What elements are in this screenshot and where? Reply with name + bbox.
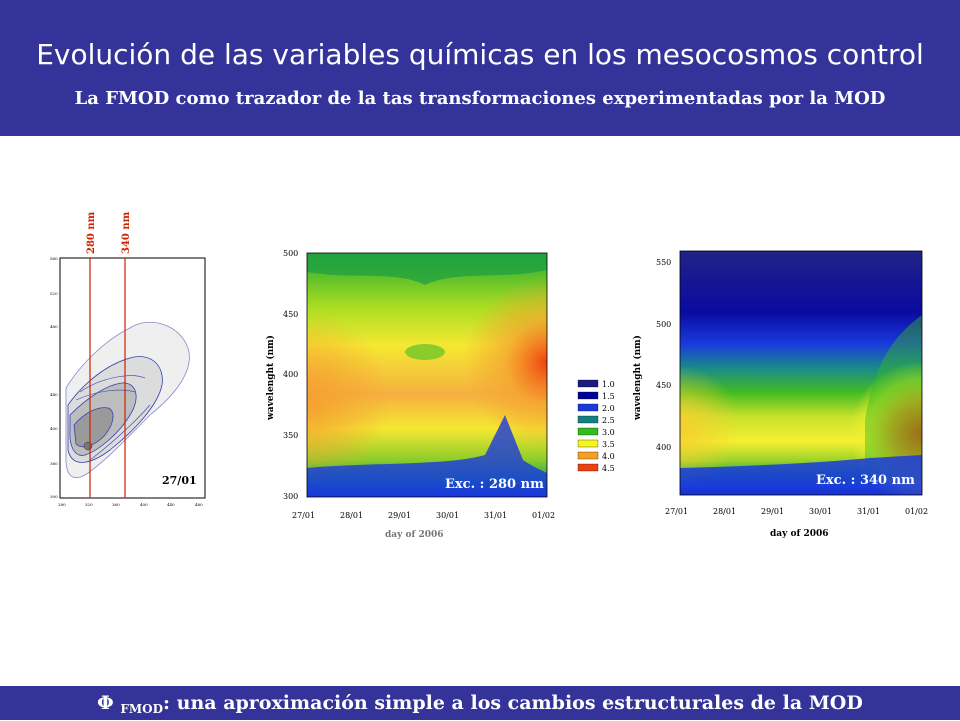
eem-x-tick: 400 <box>140 502 148 507</box>
colorbar-swatch <box>577 463 599 472</box>
page-title: Evolución de las variables químicas en l… <box>36 38 924 71</box>
h340-x-tick: 27/01 <box>665 507 688 516</box>
h280-x-tick: 29/01 <box>388 511 411 520</box>
h340-ylabel: wavelenght (nm) <box>632 335 643 421</box>
eem-y-tick: 400 <box>50 426 58 431</box>
colorbar-label: 3.5 <box>602 440 615 449</box>
contour-lines <box>75 375 151 461</box>
h280-x-tick: 31/01 <box>484 511 507 520</box>
colorbar-swatch <box>577 415 599 424</box>
colorbar-legend: 1.0 1.5 2.0 2.5 3.0 3.5 4.0 4.5 <box>577 379 615 473</box>
heatmap-340-hotspot <box>680 251 922 495</box>
eem-y-tick: 560 <box>50 256 58 261</box>
colorbar-swatches <box>577 379 599 472</box>
eem-y-tick: 440 <box>50 392 58 397</box>
h340-y-tick: 450 <box>656 381 671 390</box>
h280-x-tick: 28/01 <box>340 511 363 520</box>
h280-xlabel: day of 2006 <box>385 530 444 540</box>
heatmap-340: 550 500 450 400 wavelenght (nm) 27/01 28… <box>632 250 928 539</box>
eem-contour-plot: 280 nm 340 nm 27/01 560 520 480 440 400 … <box>50 211 206 507</box>
h340-x-tick: 30/01 <box>809 507 832 516</box>
eem-y-tick: 300 <box>50 494 58 499</box>
h340-x-tick: 28/01 <box>713 507 736 516</box>
eem-x-tick: 280 <box>58 502 66 507</box>
colorbar-labels: 1.0 1.5 2.0 2.5 3.0 3.5 4.0 4.5 <box>602 380 615 473</box>
heatmap-340-x-ticks: 27/01 28/01 29/01 30/01 31/01 01/02 <box>665 507 928 516</box>
h280-x-tick: 30/01 <box>436 511 459 520</box>
h340-y-tick: 400 <box>656 443 671 452</box>
eem-x-tick: 320 <box>85 502 93 507</box>
colorbar-swatch <box>577 451 599 460</box>
h340-y-tick: 500 <box>656 320 671 329</box>
heatmap-280-x-ticks: 27/01 28/01 29/01 30/01 31/01 01/02 <box>292 511 555 520</box>
eem-y-tick: 520 <box>50 291 58 296</box>
eem-y-ticks: 560 520 480 440 400 360 300 <box>50 256 58 499</box>
colorbar-swatch <box>577 379 599 388</box>
eem-y-tick: 480 <box>50 324 58 329</box>
heatmap-280-y-ticks: 500 450 400 350 300 <box>283 249 298 501</box>
colorbar-swatch <box>577 427 599 436</box>
eem-y-tick: 360 <box>50 461 58 466</box>
h280-ylabel: wavelenght (nm) <box>265 335 276 421</box>
heatmap-280-bottom-band <box>307 415 547 497</box>
colorbar-label: 3.0 <box>602 428 615 437</box>
h280-y-tick: 400 <box>283 370 298 379</box>
colorbar-label: 1.5 <box>602 392 615 401</box>
h280-x-tick: 01/02 <box>532 511 555 520</box>
fmod-subscript: FMOD <box>120 702 164 716</box>
phi-symbol: Φ <box>97 692 114 714</box>
eem-x-tick: 440 <box>167 502 175 507</box>
h280-y-tick: 450 <box>283 310 298 319</box>
heatmap-280-center-spot <box>405 344 445 360</box>
header-banner: Evolución de las variables químicas en l… <box>0 0 960 136</box>
footer-caption: Φ FMOD: una aproximación simple a los ca… <box>0 691 960 721</box>
label-280nm: 280 nm <box>86 211 97 254</box>
h280-y-tick: 500 <box>283 249 298 258</box>
eem-x-ticks: 280 320 360 400 440 480 <box>58 502 203 507</box>
heatmap-340-frame <box>679 250 923 496</box>
colorbar-label: 2.5 <box>602 416 615 425</box>
label-340nm: 340 nm <box>121 211 132 254</box>
colorbar-label: 2.0 <box>602 404 615 413</box>
footer-caption-text: : una aproximación simple a los cambios … <box>163 692 863 714</box>
h340-x-tick: 31/01 <box>857 507 880 516</box>
heatmap-340-right-rise <box>865 315 922 480</box>
h340-x-tick: 29/01 <box>761 507 784 516</box>
colorbar-label: 4.0 <box>602 452 615 461</box>
h340-y-tick: 550 <box>656 258 671 267</box>
colorbar-swatch <box>577 439 599 448</box>
heatmap-280: 500 450 400 350 300 wavelenght (nm) 27/0… <box>265 249 555 540</box>
heatmap-280-frame <box>306 252 548 498</box>
h340-annotation: Exc. : 340 nm <box>816 473 915 488</box>
heatmap-340-bottom-band <box>680 455 922 495</box>
colorbar-label: 4.5 <box>602 464 615 473</box>
h340-xlabel: day of 2006 <box>770 529 829 539</box>
page-subtitle: La FMOD como trazador de la tas transfor… <box>74 88 886 109</box>
h280-x-tick: 27/01 <box>292 511 315 520</box>
footer-banner: Φ FMOD: una aproximación simple a los ca… <box>0 686 960 720</box>
heatmap-340-y-ticks: 550 500 450 400 <box>656 258 671 452</box>
colorbar-label: 1.0 <box>602 380 615 389</box>
eem-date-label: 27/01 <box>162 474 197 487</box>
h280-y-tick: 350 <box>283 431 298 440</box>
colorbar-swatch <box>577 403 599 412</box>
contour-peak <box>83 441 93 451</box>
h340-x-tick: 01/02 <box>905 507 928 516</box>
h280-annotation: Exc. : 280 nm <box>445 477 544 492</box>
eem-x-tick: 480 <box>195 502 203 507</box>
colorbar-swatch <box>577 391 599 400</box>
h280-y-tick: 300 <box>283 492 298 501</box>
heatmap-280-top-band <box>307 253 547 285</box>
eem-x-tick: 360 <box>112 502 120 507</box>
